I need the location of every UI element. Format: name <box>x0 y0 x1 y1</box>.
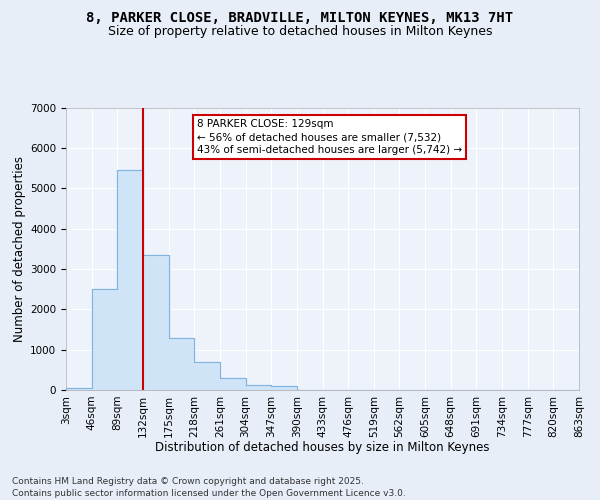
Text: Size of property relative to detached houses in Milton Keynes: Size of property relative to detached ho… <box>108 25 492 38</box>
Text: Contains HM Land Registry data © Crown copyright and database right 2025.
Contai: Contains HM Land Registry data © Crown c… <box>12 476 406 498</box>
X-axis label: Distribution of detached houses by size in Milton Keynes: Distribution of detached houses by size … <box>155 441 490 454</box>
Text: 8, PARKER CLOSE, BRADVILLE, MILTON KEYNES, MK13 7HT: 8, PARKER CLOSE, BRADVILLE, MILTON KEYNE… <box>86 11 514 25</box>
Text: 8 PARKER CLOSE: 129sqm
← 56% of detached houses are smaller (7,532)
43% of semi-: 8 PARKER CLOSE: 129sqm ← 56% of detached… <box>197 119 462 155</box>
Y-axis label: Number of detached properties: Number of detached properties <box>13 156 26 342</box>
